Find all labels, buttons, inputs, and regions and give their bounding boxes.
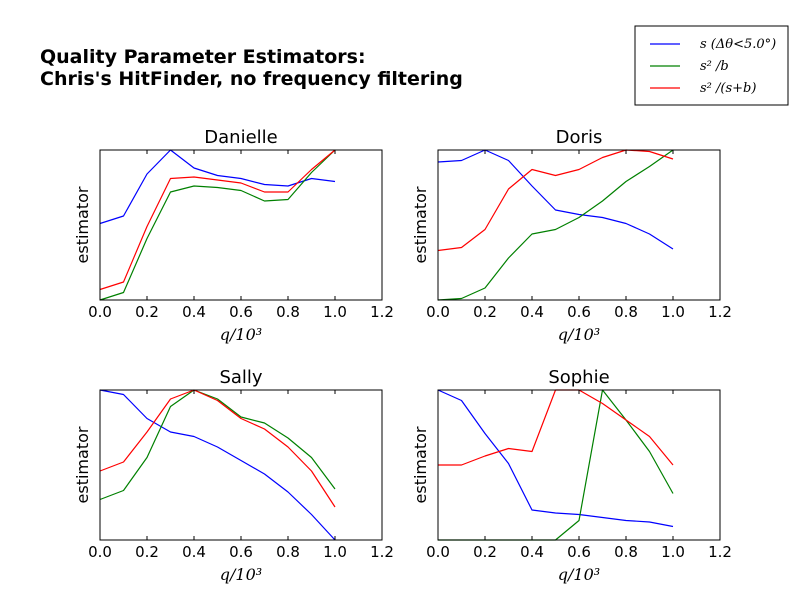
series-line-2 [99,149,336,291]
legend-label: s (Δθ<5.0°) [700,37,776,52]
x-tick-label: 0.6 [567,543,591,561]
x-axis-label: q/10³ [220,565,262,584]
x-tick-label: 1.0 [323,543,347,561]
series-line-1 [99,149,336,301]
series-line-2 [437,149,674,252]
y-axis-label: estimator [73,426,92,503]
x-tick-label: 0.6 [567,303,591,321]
x-tick-label: 1.2 [370,303,394,321]
axes-title: Sophie [548,367,609,388]
x-tick-label: 0.8 [614,543,638,561]
axes-frame [437,149,721,301]
axes-title: Doris [556,127,603,148]
y-axis-label: estimator [411,186,430,263]
x-tick-label: 0.8 [276,543,300,561]
x-tick-label: 1.2 [708,303,732,321]
figure-title-line-2: Chris's HitFinder, no frequency filterin… [40,68,463,90]
x-tick-label: 0.8 [276,303,300,321]
x-axis-label: q/10³ [558,325,600,344]
legend: s (Δθ<5.0°) s² /b s² /(s+b) [634,25,789,106]
x-tick-label: 0.0 [426,543,450,561]
x-tick-label: 0.4 [520,543,544,561]
panel-sophie: Sophie 0.0 0.2 0.4 0.6 0.8 1.0 1.2 q/10³ estimato… [411,367,732,584]
panel-doris: Doris 0.0 0.2 0.4 0.6 0.8 1.0 1.2 q/10³ estimator [411,127,732,344]
x-tick-label: 0.0 [426,303,450,321]
x-tick-label: 0.8 [614,303,638,321]
legend-label: s² /(s+b) [700,81,756,96]
x-tick-label: 0.6 [229,303,253,321]
x-tick-label: 1.0 [661,303,685,321]
x-tick-label: 0.0 [88,543,112,561]
x-tick-label: 1.0 [661,543,685,561]
series-line-0 [437,389,674,528]
panel-sally: Sally 0.0 0.2 0.4 0.6 0.8 1.0 1.2 q/10³ estimator [73,367,394,584]
axes-title: Danielle [204,127,277,148]
series-line-1 [438,389,674,541]
legend-label: s² /b [700,59,729,74]
y-axis-label: estimator [73,186,92,263]
axes-title: Sally [219,367,262,388]
x-tick-label: 0.2 [473,543,497,561]
series-line-2 [438,389,674,466]
x-tick-label: 1.2 [370,543,394,561]
x-tick-label: 0.2 [473,303,497,321]
series-line-0 [437,149,674,250]
x-tick-label: 0.4 [182,303,206,321]
x-tick-label: 1.0 [323,303,347,321]
x-axis-label: q/10³ [558,565,600,584]
x-tick-label: 0.4 [182,543,206,561]
x-tick-label: 1.2 [708,543,732,561]
series-line-1 [99,389,336,501]
series-line-1 [437,149,674,301]
series-line-0 [99,149,336,225]
chart-panels: Danielle 0.0 0.2 0.4 0.6 0.8 1.0 1.2 q/10³ estima… [73,127,732,584]
x-tick-label: 0.2 [135,303,159,321]
x-axis-label: q/10³ [220,325,262,344]
x-tick-label: 0.6 [229,543,253,561]
x-tick-label: 0.0 [88,303,112,321]
x-tick-label: 0.2 [135,543,159,561]
panel-danielle: Danielle 0.0 0.2 0.4 0.6 0.8 1.0 1.2 q/10³ estima… [73,127,394,344]
y-axis-label: estimator [411,426,430,503]
axes-frame [99,149,383,301]
x-tick-label: 0.4 [520,303,544,321]
figure-title-line-1: Quality Parameter Estimators: [40,46,366,68]
series-line-2 [99,389,336,508]
series-line-0 [99,389,336,541]
